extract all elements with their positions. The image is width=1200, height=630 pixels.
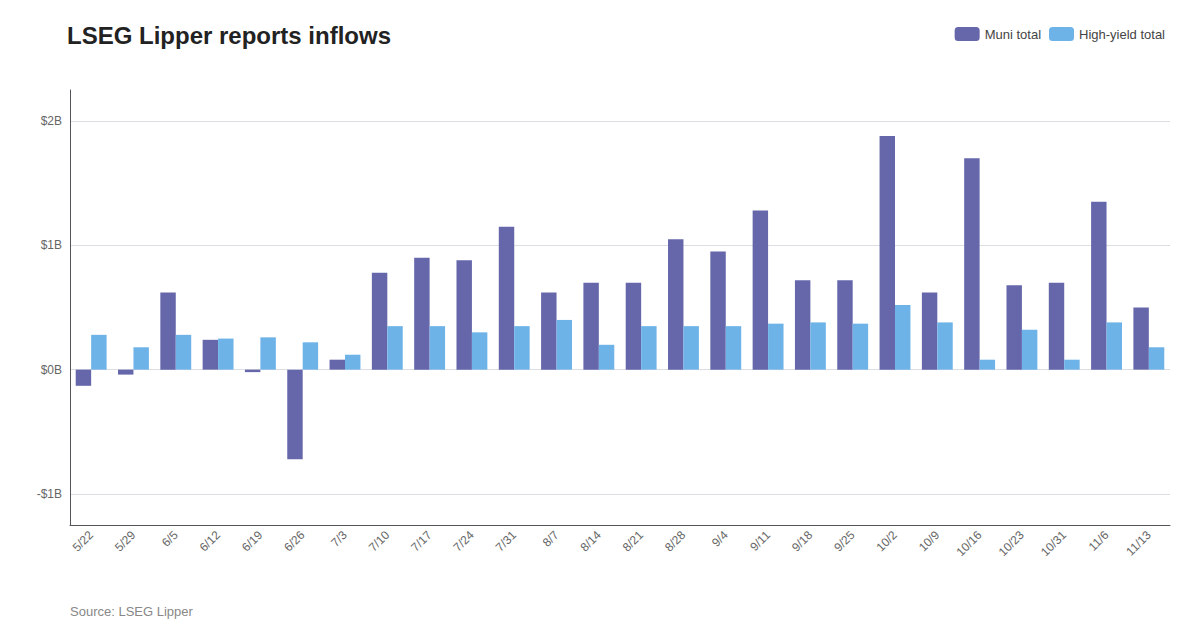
svg-text:11/6: 11/6 <box>1086 528 1112 554</box>
svg-text:Source: LSEG Lipper: Source: LSEG Lipper <box>70 604 194 619</box>
svg-text:8/28: 8/28 <box>662 528 689 555</box>
svg-text:6/19: 6/19 <box>239 528 266 555</box>
svg-text:5/29: 5/29 <box>112 528 139 555</box>
svg-text:5/22: 5/22 <box>70 528 97 555</box>
svg-text:8/7: 8/7 <box>540 528 562 550</box>
svg-text:10/23: 10/23 <box>996 528 1027 559</box>
svg-text:6/5: 6/5 <box>159 528 181 550</box>
svg-text:8/21: 8/21 <box>620 528 647 555</box>
svg-text:10/31: 10/31 <box>1038 528 1069 559</box>
svg-text:LSEG Lipper reports inflows: LSEG Lipper reports inflows <box>67 22 391 49</box>
svg-text:9/4: 9/4 <box>709 528 731 550</box>
svg-text:8/14: 8/14 <box>577 528 604 555</box>
svg-text:Muni total: Muni total <box>985 27 1041 42</box>
svg-text:6/26: 6/26 <box>281 528 308 555</box>
svg-text:$1B: $1B <box>41 238 62 252</box>
svg-text:10/2: 10/2 <box>874 528 901 555</box>
svg-text:7/10: 7/10 <box>366 528 393 555</box>
svg-text:10/16: 10/16 <box>953 528 984 559</box>
svg-text:-$1B: -$1B <box>37 487 62 501</box>
svg-text:11/13: 11/13 <box>1123 528 1154 559</box>
svg-text:9/18: 9/18 <box>789 528 816 555</box>
svg-text:6/12: 6/12 <box>197 528 224 555</box>
svg-text:10/9: 10/9 <box>916 528 943 555</box>
svg-text:7/3: 7/3 <box>328 528 350 550</box>
svg-text:7/24: 7/24 <box>450 528 477 555</box>
svg-text:High-yield total: High-yield total <box>1079 27 1165 42</box>
svg-text:$2B: $2B <box>41 114 62 128</box>
svg-text:9/25: 9/25 <box>831 528 858 555</box>
svg-text:7/17: 7/17 <box>408 528 435 555</box>
svg-text:7/31: 7/31 <box>493 528 520 555</box>
svg-text:$0B: $0B <box>41 363 62 377</box>
svg-text:9/11: 9/11 <box>747 528 773 554</box>
